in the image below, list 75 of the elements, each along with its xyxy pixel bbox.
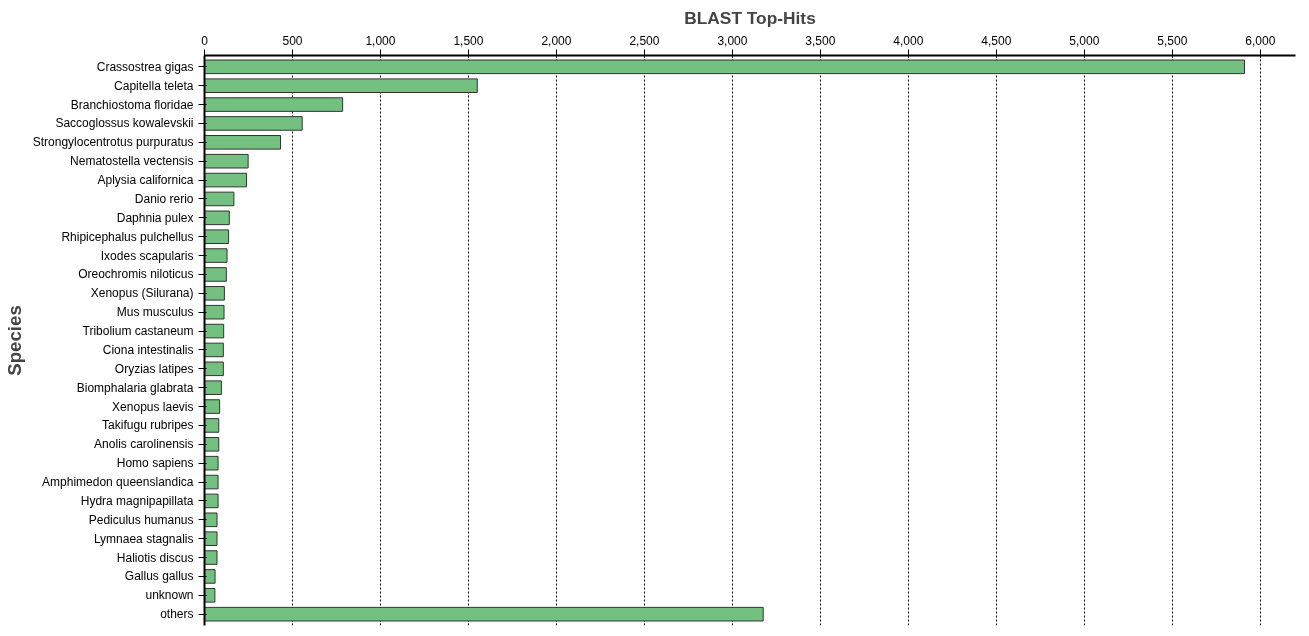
bar (204, 399, 221, 414)
y-tick-label: Haliotis discus (116, 550, 194, 565)
bar (204, 135, 282, 150)
y-tick-label: Danio rerio (134, 191, 194, 206)
x-tick-label: 2,000 (541, 33, 572, 48)
bar (204, 493, 219, 509)
x-tick-label: 3,000 (717, 33, 748, 48)
y-tick-label: Capitella teleta (114, 78, 194, 93)
bar (204, 97, 344, 112)
y-tick-label: Biomphalaria glabrata (76, 380, 194, 395)
bar (204, 191, 235, 207)
y-tick-label: Oryzias latipes (114, 361, 194, 376)
y-tick-label: Ixodes scapularis (100, 248, 194, 263)
bar (204, 437, 220, 452)
y-tick-label: Tribolium castaneum (82, 324, 194, 339)
bar (204, 512, 218, 528)
x-tick-label: 0 (201, 33, 209, 48)
y-tick-label: Amphimedon queenslandica (42, 475, 194, 490)
bar (204, 531, 218, 546)
bar (204, 153, 249, 169)
y-tick-label: Pediculus humanus (88, 512, 194, 527)
bar (204, 569, 216, 584)
y-tick-label: Lymnaea stagnalis (93, 531, 194, 546)
bar (204, 380, 222, 395)
x-tick-label: 5,000 (1069, 33, 1100, 48)
y-tick-label: Oreochromis niloticus (78, 267, 194, 282)
bar (204, 286, 225, 301)
y-tick-label: Ciona intestinalis (102, 342, 194, 357)
y-tick-label: Takifugu rubripes (102, 418, 194, 433)
bar (204, 361, 224, 377)
y-tick-label: Mus musculus (116, 305, 194, 320)
bar (204, 78, 478, 93)
bar (204, 606, 764, 622)
bar (204, 304, 225, 320)
x-tick-label: 6,000 (1245, 33, 1276, 48)
x-tick-label: 5,500 (1157, 33, 1188, 48)
y-tick-label: Hydra magnipapillata (80, 493, 194, 508)
bar (204, 248, 228, 263)
y-tick-label: Homo sapiens (116, 456, 194, 471)
x-tick-label: 4,000 (893, 33, 924, 48)
x-tick-label: 1,000 (365, 33, 396, 48)
y-tick-label: Xenopus laevis (112, 399, 194, 414)
y-tick-label: Saccoglossus kowalevskii (55, 116, 194, 131)
x-tick-label: 4,500 (981, 33, 1012, 48)
bar (204, 418, 220, 433)
bar (204, 229, 230, 244)
bar (204, 172, 248, 188)
bar (204, 588, 216, 603)
y-tick-label: Xenopus (Silurana) (90, 286, 194, 301)
y-tick-label: Anolis carolinensis (94, 437, 194, 452)
bar (204, 474, 219, 490)
x-tick-label: 1,500 (453, 33, 484, 48)
bar (204, 455, 219, 471)
x-tick-label: 3,500 (805, 33, 836, 48)
y-tick-label: Daphnia pulex (116, 210, 194, 225)
y-tick-label: Rhipicephalus pulchellus (61, 229, 194, 244)
bar (204, 210, 230, 226)
y-axis-title: Species (3, 305, 25, 376)
y-tick-label: Crassostrea gigas (96, 59, 194, 74)
y-tick-label: Aplysia californica (97, 173, 194, 188)
bar (204, 59, 1245, 75)
bar (204, 550, 218, 565)
y-tick-label: others (160, 607, 194, 622)
y-tick-label: Gallus gallus (124, 569, 194, 584)
y-tick-label: Nematostella vectensis (70, 154, 194, 169)
chart-title: BLAST Top-Hits (684, 7, 816, 28)
x-tick-label: 2,500 (629, 33, 660, 48)
bar (204, 323, 225, 339)
bar (204, 116, 303, 131)
x-tick-label: 500 (282, 33, 303, 48)
y-tick-label: Strongylocentrotus purpuratus (32, 135, 194, 150)
bar (204, 342, 224, 358)
y-tick-label: unknown (145, 588, 194, 603)
y-tick-label: Branchiostoma floridae (70, 97, 194, 112)
bar (204, 267, 227, 282)
